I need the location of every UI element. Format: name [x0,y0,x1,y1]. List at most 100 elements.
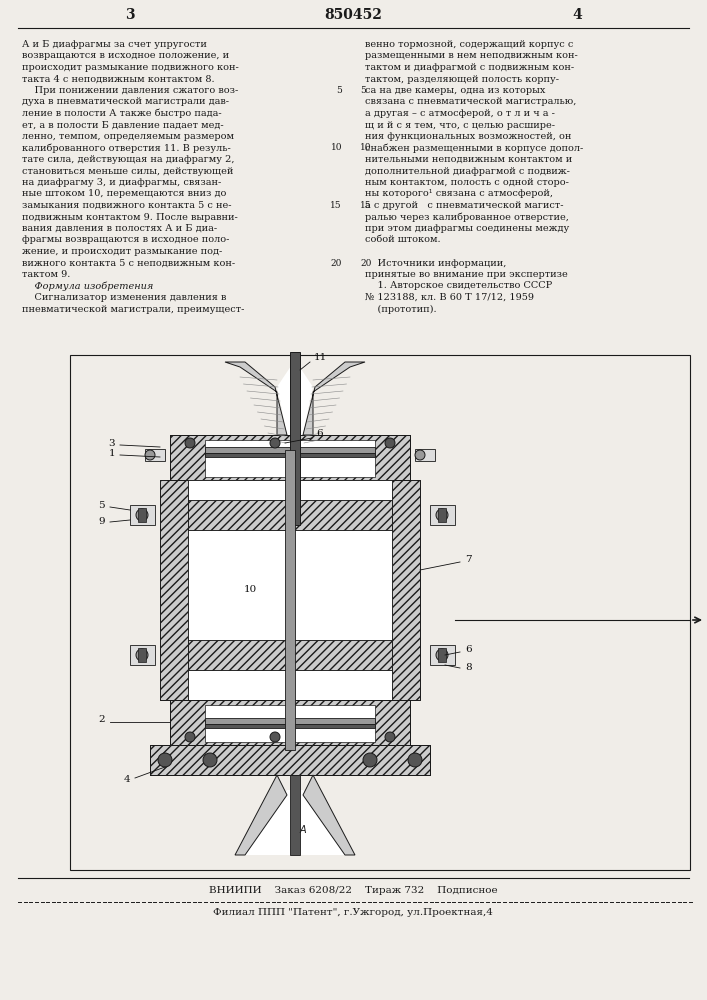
Text: связана с пневматической магистралью,: связана с пневматической магистралью, [365,98,576,106]
Text: При понижении давления сжатого воз-: При понижении давления сжатого воз- [22,86,238,95]
Text: фрагмы возвращаются в исходное поло-: фрагмы возвращаются в исходное поло- [22,235,229,244]
Text: 4: 4 [124,776,130,784]
Text: ление в полости А также быстро пада-: ление в полости А также быстро пада- [22,109,221,118]
Bar [205,453,375,457]
Text: вижного контакта 5 с неподвижным кон-: вижного контакта 5 с неподвижным кон- [22,258,235,267]
Text: ВНИИПИ    Заказ 6208/22    Тираж 732    Подписное: ВНИИПИ Заказ 6208/22 Тираж 732 Подписное [209,886,497,895]
Text: нительными неподвижным контактом и: нительными неподвижным контактом и [365,155,572,164]
Bar [205,440,375,477]
Text: ные штоком 10, перемещаются вниз до: ные штоком 10, перемещаются вниз до [22,190,226,198]
Bar [205,718,375,724]
Text: становиться меньше силы, действующей: становиться меньше силы, действующей [22,166,233,176]
Text: 6: 6 [465,646,472,654]
Text: 10: 10 [360,143,371,152]
Circle shape [270,438,280,448]
Text: 15: 15 [360,201,372,210]
Bar [160,480,188,700]
Bar [138,648,146,662]
Bar [392,480,420,700]
Circle shape [436,509,448,521]
Bar [160,480,188,700]
Circle shape [408,753,422,767]
Bar [188,500,392,530]
Circle shape [158,753,172,767]
Text: снабжен размещенными в корпусе допол-: снабжен размещенными в корпусе допол- [365,143,583,153]
Text: 5: 5 [98,500,105,510]
Text: замыкания подвижного контакта 5 с не-: замыкания подвижного контакта 5 с не- [22,201,231,210]
Text: Сигнализатор изменения давления в: Сигнализатор изменения давления в [22,293,226,302]
Text: са на две камеры, одна из которых: са на две камеры, одна из которых [365,86,545,95]
Bar [188,480,392,700]
Bar [438,648,446,662]
Polygon shape [225,362,287,435]
Text: ны которого¹ связана с атмосферой,: ны которого¹ связана с атмосферой, [365,190,553,198]
Circle shape [185,732,195,742]
Text: дополнительной диафрагмой с подвиж-: дополнительной диафрагмой с подвиж- [365,166,570,176]
Text: ралью через калиброванное отверстие,: ралью через калиброванное отверстие, [365,213,569,222]
Text: 850452: 850452 [324,8,382,22]
Bar [170,700,410,745]
Circle shape [136,509,148,521]
Circle shape [415,450,425,460]
Text: 3: 3 [108,438,115,448]
Text: калиброванного отверстия 11. В резуль-: калиброванного отверстия 11. В резуль- [22,143,230,153]
Text: вания давления в полостях А и Б диа-: вания давления в полостях А и Б диа- [22,224,217,233]
Text: 3: 3 [125,8,135,22]
Text: духа в пневматической магистрали дав-: духа в пневматической магистрали дав- [22,98,229,106]
Text: венно тормозной, содержащий корпус с: венно тормозной, содержащий корпус с [365,40,573,49]
Text: щ и й с я тем, что, с целью расшире-: щ и й с я тем, что, с целью расшире- [365,120,555,129]
Text: 10: 10 [243,585,257,594]
Polygon shape [303,362,365,435]
Bar [150,745,430,775]
Text: а с другой   с пневматической магист-: а с другой с пневматической магист- [365,201,563,210]
Bar [290,775,300,855]
Text: жение, и происходит размыкание под-: жение, и происходит размыкание под- [22,247,222,256]
Text: при этом диафрагмы соединены между: при этом диафрагмы соединены между [365,224,569,233]
Text: 2: 2 [98,716,105,724]
Bar [188,500,392,530]
Bar [170,435,410,480]
Text: собой штоком.: собой штоком. [365,235,440,244]
Bar [150,745,430,775]
Bar [145,449,165,461]
Bar [205,447,375,453]
Text: 7: 7 [465,556,472,564]
Text: Филиал ППП "Патент", г.Ужгород, ул.Проектная,4: Филиал ППП "Патент", г.Ужгород, ул.Проек… [213,908,493,917]
Text: возвращаются в исходное положение, и: возвращаются в исходное положение, и [22,51,229,60]
Text: 20: 20 [360,258,371,267]
Circle shape [185,438,195,448]
Text: А и Б диафрагмы за счет упругости: А и Б диафрагмы за счет упругости [22,40,207,49]
Circle shape [363,753,377,767]
Bar [415,449,435,461]
Text: пневматической магистрали, преимущест-: пневматической магистрали, преимущест- [22,304,245,314]
Bar [392,480,420,700]
Circle shape [385,732,395,742]
Text: 9: 9 [98,518,105,526]
Bar [70,355,690,870]
Circle shape [145,450,155,460]
Text: подвижным контактом 9. После выравни-: подвижным контактом 9. После выравни- [22,213,238,222]
Text: 5: 5 [360,86,366,95]
Text: 15: 15 [330,201,342,210]
Polygon shape [430,505,455,525]
Text: тате сила, действующая на диафрагму 2,: тате сила, действующая на диафрагму 2, [22,155,235,164]
Text: ленно, темпом, определяемым размером: ленно, темпом, определяемым размером [22,132,234,141]
Text: A: A [300,825,306,835]
Bar [138,508,146,522]
Text: ным контактом, полость с одной сторо-: ным контактом, полость с одной сторо- [365,178,569,187]
Text: (прототип).: (прототип). [365,304,437,314]
Text: ет, а в полости Б давление падает мед-: ет, а в полости Б давление падает мед- [22,120,223,129]
Bar [170,700,410,745]
Bar [290,352,300,525]
Text: 10: 10 [330,143,342,152]
Text: 1: 1 [108,448,115,458]
Text: № 123188, кл. В 60 Т 17/12, 1959: № 123188, кл. В 60 Т 17/12, 1959 [365,293,534,302]
Bar [285,450,295,750]
Text: 6: 6 [317,428,323,438]
Text: тактом 9.: тактом 9. [22,270,71,279]
Text: принятые во внимание при экспертизе: принятые во внимание при экспертизе [365,270,568,279]
Bar [438,508,446,522]
Bar [170,435,410,480]
Circle shape [203,753,217,767]
Polygon shape [303,775,355,855]
